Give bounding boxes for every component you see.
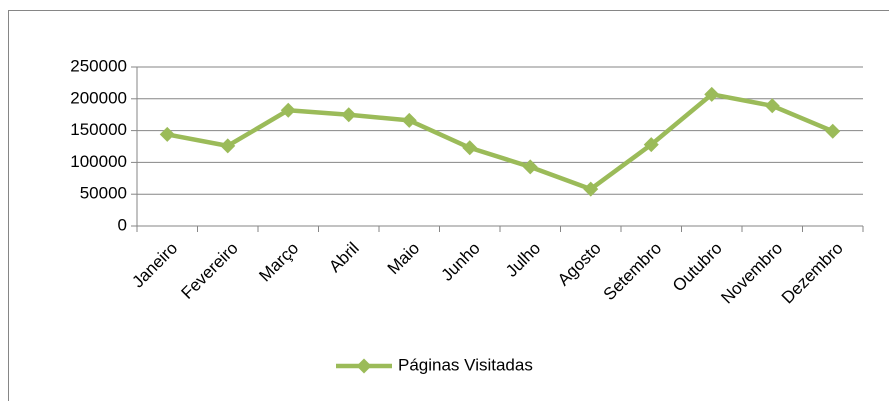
point-marker xyxy=(704,86,720,102)
point-marker xyxy=(462,140,478,156)
point-marker xyxy=(341,107,357,123)
y-tick-label: 200000 xyxy=(70,88,127,107)
point-marker xyxy=(522,159,538,175)
legend-label: Páginas Visitadas xyxy=(398,355,533,374)
point-marker xyxy=(583,181,599,197)
y-tick-label: 50000 xyxy=(80,184,127,203)
point-marker xyxy=(764,98,780,114)
y-tick-label: 100000 xyxy=(70,152,127,171)
point-marker xyxy=(280,102,296,118)
legend-marker xyxy=(356,358,372,374)
chart-border xyxy=(8,10,889,401)
point-marker xyxy=(825,123,841,139)
point-marker xyxy=(643,137,659,153)
series-line xyxy=(166,92,834,192)
y-tick-label: 0 xyxy=(118,215,127,234)
y-tick-label: 150000 xyxy=(70,120,127,139)
point-marker xyxy=(220,138,236,154)
point-marker xyxy=(159,126,175,142)
point-marker xyxy=(401,112,417,128)
y-tick-label: 250000 xyxy=(70,56,127,75)
